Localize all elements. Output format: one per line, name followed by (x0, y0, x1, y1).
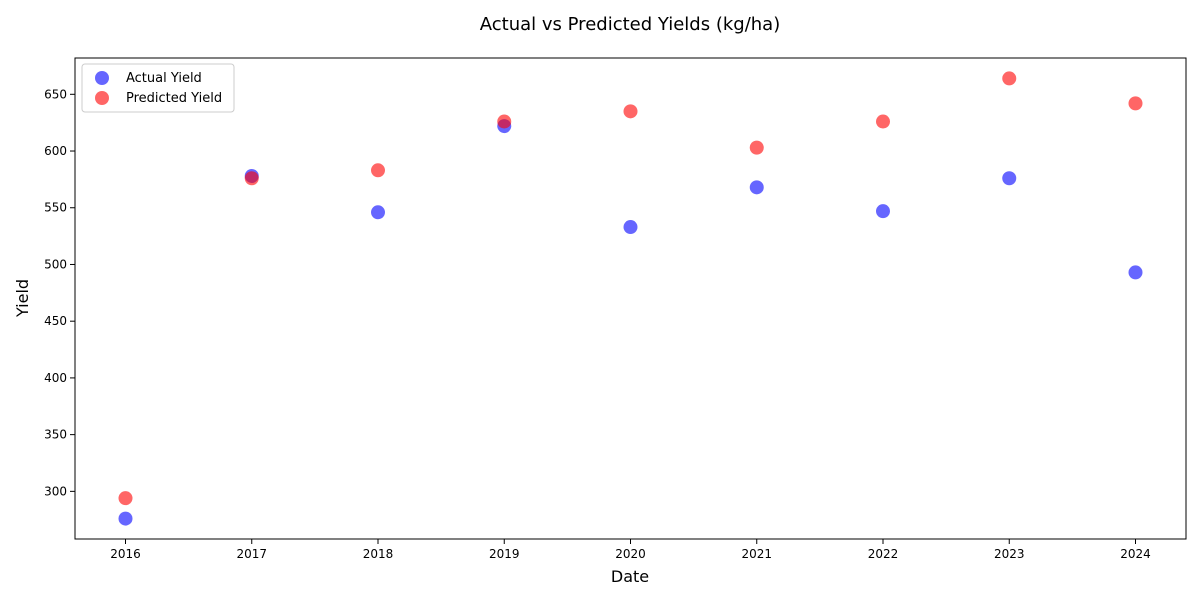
predicted-yield-point (876, 114, 890, 129)
actual-yield-point (623, 220, 638, 235)
predicted-yield-point (118, 491, 133, 506)
x-tick-label: 2016 (110, 547, 141, 561)
y-tick-label: 550 (44, 201, 67, 215)
x-tick-label: 2019 (489, 547, 520, 561)
actual-yield-point (876, 204, 890, 219)
predicted-yield-point (749, 140, 764, 155)
chart-title: Actual vs Predicted Yields (kg/ha) (480, 14, 780, 35)
predicted-yield-point (497, 114, 512, 129)
y-tick-label: 400 (44, 371, 67, 385)
y-tick-label: 450 (44, 314, 67, 328)
data-points (118, 71, 1143, 526)
predicted-yield-point (1128, 96, 1143, 111)
plot-frame (74, 57, 1187, 540)
predicted-yield-point (371, 163, 385, 178)
predicted-yield-point (1002, 71, 1017, 86)
axis-ticks: 2016 2017 2018 2019 2020 2021 2022 2023 2024 300 3… (44, 87, 1151, 561)
legend-label-predicted: Predicted Yield (126, 91, 222, 106)
y-tick-label: 650 (44, 87, 67, 101)
legend-marker-actual (95, 71, 109, 85)
x-tick-label: 2017 (236, 547, 267, 561)
x-tick-label: 2018 (363, 547, 394, 561)
legend-label-actual: Actual Yield (126, 71, 202, 86)
y-tick-label: 350 (44, 428, 67, 442)
legend-box (81, 63, 235, 113)
x-tick-label: 2022 (868, 547, 899, 561)
predicted-yield-point (244, 171, 259, 186)
y-axis-label: Yield (13, 279, 32, 318)
y-tick-label: 300 (44, 484, 67, 498)
x-tick-label: 2023 (994, 547, 1025, 561)
legend-marker-predicted (95, 91, 109, 105)
actual-yield-point (1128, 265, 1143, 280)
actual-yield-point (371, 205, 385, 220)
x-tick-label: 2024 (1120, 547, 1151, 561)
x-axis-label: Date (611, 567, 649, 586)
actual-yield-point (1002, 171, 1017, 186)
legend: Actual Yield Predicted Yield (81, 63, 235, 113)
x-tick-label: 2020 (615, 547, 646, 561)
actual-yield-point (749, 180, 764, 195)
x-tick-label: 2021 (741, 547, 772, 561)
y-tick-label: 600 (44, 144, 67, 158)
actual-yield-point (118, 511, 133, 526)
y-tick-label: 500 (44, 257, 67, 271)
predicted-yield-point (623, 104, 638, 119)
